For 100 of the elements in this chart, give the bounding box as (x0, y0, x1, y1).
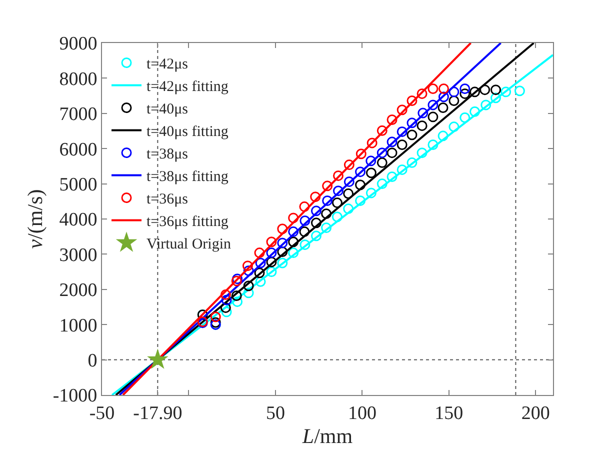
point (300, 216, 310, 226)
point (376, 157, 388, 168)
point (366, 156, 376, 166)
y-tick-label: 1000 (59, 315, 98, 336)
point (428, 84, 438, 94)
y-tick-label: 2000 (59, 280, 98, 302)
point (299, 201, 310, 212)
point (406, 157, 418, 168)
point (428, 100, 438, 110)
point (288, 248, 299, 258)
legend-label: t=38μs fitting (146, 169, 229, 186)
point (277, 238, 288, 248)
point (310, 230, 322, 242)
point (242, 260, 253, 272)
legend-label: t=38μs (146, 146, 188, 163)
point (470, 106, 480, 117)
point (416, 148, 428, 158)
point (231, 290, 242, 301)
point (333, 186, 344, 196)
point (416, 88, 428, 99)
y-tick-label: 3000 (59, 244, 98, 266)
legend-label: t=40μs (146, 102, 188, 118)
y-tick-label: 8000 (59, 68, 98, 90)
point (266, 236, 277, 248)
point (438, 84, 449, 94)
y-tick-label: 4000 (59, 210, 98, 231)
point (232, 296, 243, 307)
point (355, 180, 366, 190)
point (448, 122, 460, 132)
point (333, 170, 344, 181)
point (500, 86, 512, 98)
point (220, 302, 231, 313)
point (332, 212, 342, 222)
point (428, 112, 438, 122)
point (344, 176, 354, 187)
point (147, 348, 168, 369)
x-tick-label: 100 (348, 402, 376, 424)
point (480, 100, 492, 110)
point (266, 266, 277, 278)
legend-label: t=42μs fitting (146, 79, 229, 96)
y-axis-title: v/(m/s) (23, 189, 48, 249)
point (386, 136, 398, 148)
point (406, 95, 418, 106)
point (396, 139, 408, 150)
y-tick-label: 5000 (59, 174, 98, 196)
point (322, 195, 333, 206)
point (376, 178, 388, 190)
x-tick-label: -17.90 (133, 402, 182, 424)
point (266, 256, 277, 268)
point (490, 92, 502, 104)
legend-label: t=42μs (146, 56, 188, 73)
point (396, 126, 408, 137)
point (355, 195, 366, 206)
point (254, 248, 265, 258)
point (310, 218, 322, 228)
point (332, 198, 342, 208)
point (418, 108, 428, 118)
point (243, 265, 254, 276)
point (460, 84, 470, 94)
point (438, 92, 449, 102)
point (406, 130, 418, 140)
point (288, 212, 299, 224)
y-tick-label: 6000 (59, 139, 98, 160)
point (514, 86, 525, 96)
point (448, 95, 460, 106)
legend-label: t=36μs fitting (146, 214, 229, 230)
point (438, 130, 448, 142)
point (460, 112, 470, 123)
point (254, 268, 265, 278)
point (300, 239, 310, 250)
point (288, 226, 299, 237)
point (480, 84, 490, 96)
point (470, 86, 480, 98)
point (448, 86, 460, 98)
point (299, 226, 310, 237)
x-tick-label: 200 (521, 402, 550, 424)
point (310, 192, 321, 202)
point (386, 114, 398, 125)
point (221, 294, 232, 306)
point (366, 168, 376, 178)
point (416, 120, 428, 131)
point (255, 276, 266, 287)
point (438, 102, 448, 114)
point (255, 258, 266, 268)
point (243, 280, 254, 292)
point (343, 204, 354, 214)
point (355, 166, 366, 178)
y-tick-label: 0 (88, 350, 98, 372)
point (406, 118, 418, 128)
point (428, 139, 438, 150)
point (366, 138, 378, 148)
point (396, 164, 408, 175)
point (344, 160, 354, 170)
point (343, 188, 354, 199)
point (460, 88, 470, 99)
y-tick-label: 9000 (59, 34, 98, 55)
x-axis-title: L/mm (301, 424, 353, 448)
y-tick-label: 7000 (59, 104, 98, 126)
point (322, 180, 333, 192)
point (277, 224, 288, 234)
